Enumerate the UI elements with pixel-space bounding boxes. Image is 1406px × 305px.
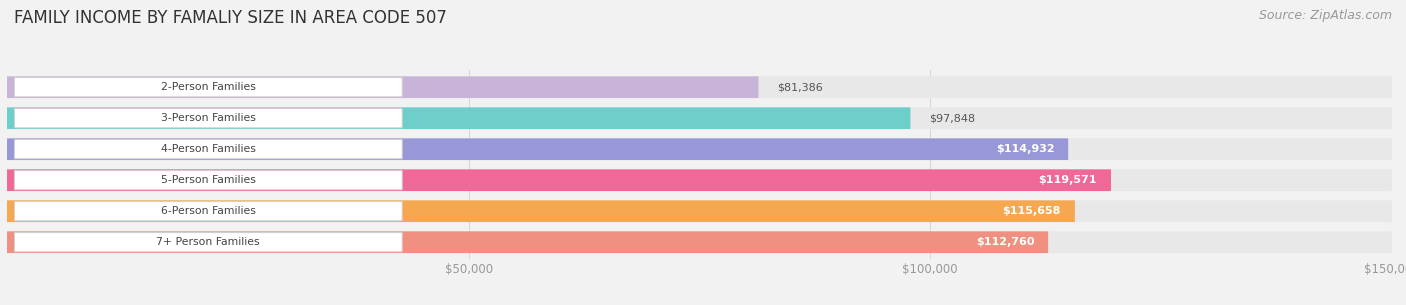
Text: $115,658: $115,658 <box>1002 206 1062 216</box>
Text: $119,571: $119,571 <box>1039 175 1097 185</box>
FancyBboxPatch shape <box>7 169 1392 191</box>
Text: 2-Person Families: 2-Person Families <box>160 82 256 92</box>
Text: 4-Person Families: 4-Person Families <box>160 144 256 154</box>
Text: Source: ZipAtlas.com: Source: ZipAtlas.com <box>1258 9 1392 22</box>
FancyBboxPatch shape <box>14 233 402 252</box>
FancyBboxPatch shape <box>7 107 911 129</box>
Text: $112,760: $112,760 <box>976 237 1035 247</box>
FancyBboxPatch shape <box>7 231 1392 253</box>
FancyBboxPatch shape <box>7 200 1074 222</box>
FancyBboxPatch shape <box>14 140 402 159</box>
Text: $97,848: $97,848 <box>929 113 974 123</box>
Text: $81,386: $81,386 <box>778 82 823 92</box>
FancyBboxPatch shape <box>7 107 1392 129</box>
FancyBboxPatch shape <box>14 77 402 97</box>
Text: 7+ Person Families: 7+ Person Families <box>156 237 260 247</box>
FancyBboxPatch shape <box>7 231 1047 253</box>
Text: FAMILY INCOME BY FAMALIY SIZE IN AREA CODE 507: FAMILY INCOME BY FAMALIY SIZE IN AREA CO… <box>14 9 447 27</box>
Text: $114,932: $114,932 <box>995 144 1054 154</box>
Text: 6-Person Families: 6-Person Families <box>160 206 256 216</box>
FancyBboxPatch shape <box>14 109 402 128</box>
FancyBboxPatch shape <box>7 138 1069 160</box>
Text: 3-Person Families: 3-Person Families <box>160 113 256 123</box>
FancyBboxPatch shape <box>14 170 402 190</box>
FancyBboxPatch shape <box>7 169 1111 191</box>
FancyBboxPatch shape <box>7 138 1392 160</box>
FancyBboxPatch shape <box>7 76 758 98</box>
FancyBboxPatch shape <box>14 202 402 221</box>
FancyBboxPatch shape <box>7 76 1392 98</box>
Text: 5-Person Families: 5-Person Families <box>160 175 256 185</box>
FancyBboxPatch shape <box>7 200 1392 222</box>
